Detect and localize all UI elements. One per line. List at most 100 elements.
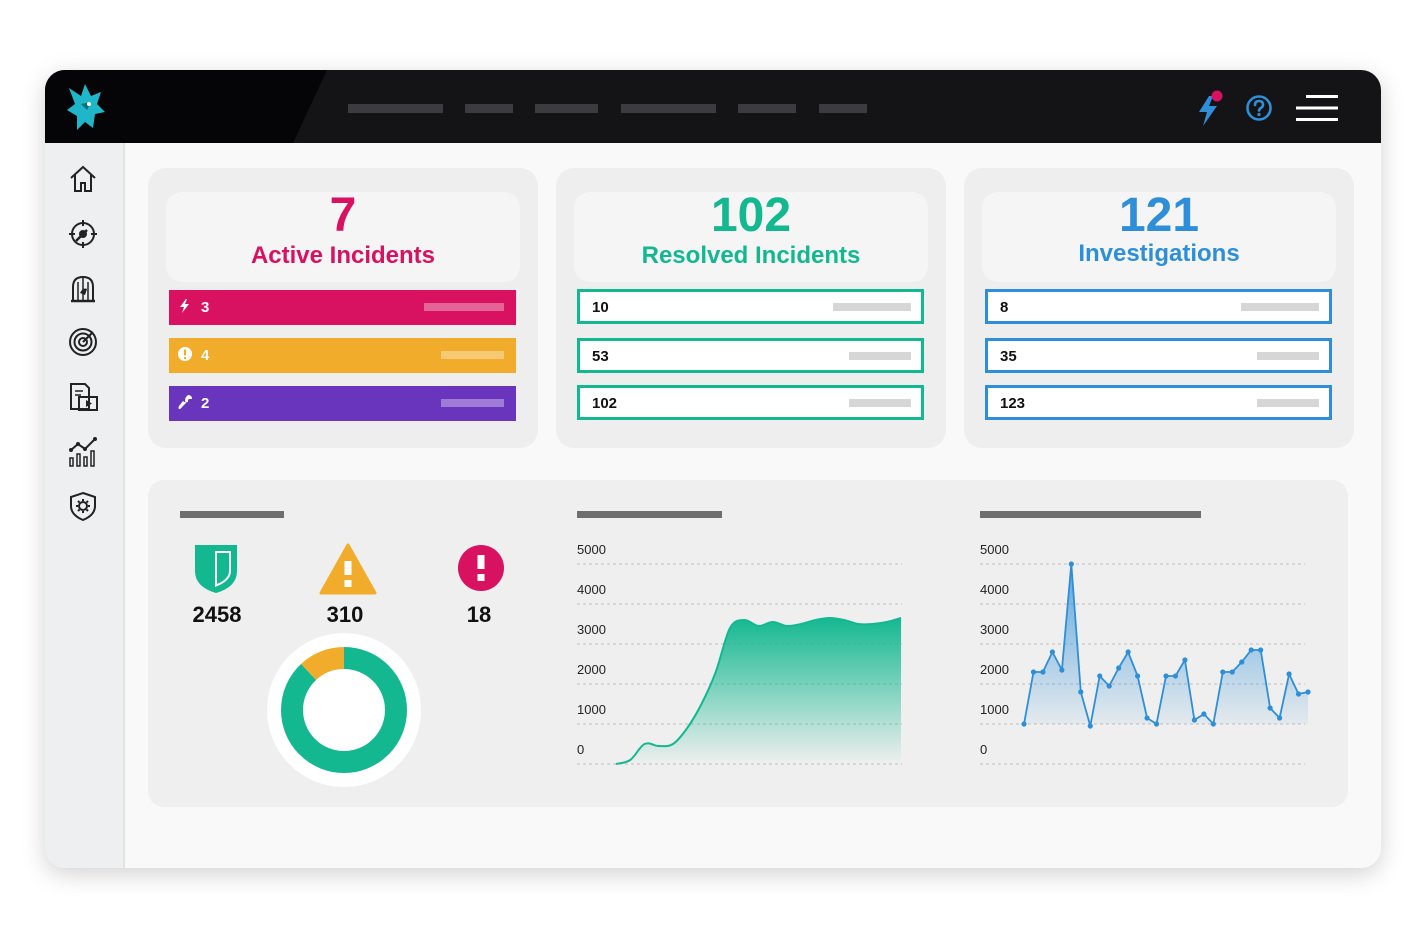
data-point[interactable] bbox=[1144, 715, 1150, 721]
data-point[interactable] bbox=[1153, 721, 1160, 727]
alert-icon bbox=[178, 347, 192, 361]
data-point[interactable] bbox=[1286, 671, 1292, 677]
resolved-incidents-label: Resolved Incidents bbox=[641, 242, 861, 269]
y-tick-label: 0 bbox=[980, 742, 987, 757]
data-point[interactable] bbox=[1097, 673, 1103, 679]
data-point[interactable] bbox=[1191, 717, 1197, 723]
data-point[interactable] bbox=[1116, 665, 1122, 671]
donut-slice[interactable] bbox=[281, 647, 407, 773]
data-point[interactable] bbox=[1135, 673, 1141, 679]
menu-icon[interactable] bbox=[1296, 94, 1338, 122]
incident-row-warning[interactable]: 4 bbox=[169, 338, 516, 373]
top-navigation-bar bbox=[45, 70, 1381, 143]
active-incidents-label: Active Incidents bbox=[250, 242, 436, 269]
help-icon[interactable] bbox=[1245, 94, 1273, 122]
incident-row-critical[interactable]: 3 bbox=[169, 290, 516, 325]
section-heading-placeholder bbox=[980, 511, 1201, 518]
placeholder-bar bbox=[833, 303, 911, 311]
data-point[interactable] bbox=[1059, 667, 1065, 673]
placeholder-bar bbox=[424, 303, 504, 311]
investigation-row[interactable]: 35 bbox=[985, 338, 1332, 373]
placeholder-bar bbox=[1257, 399, 1319, 407]
data-point[interactable] bbox=[1049, 649, 1055, 655]
card-header-bg bbox=[574, 192, 928, 282]
y-tick-label: 5000 bbox=[980, 542, 1009, 557]
donut-chart bbox=[267, 633, 421, 787]
stat-protected: 2458 bbox=[192, 602, 242, 627]
area-series-line bbox=[615, 616, 902, 765]
placeholder-bar bbox=[849, 352, 911, 360]
y-tick-label: 1000 bbox=[980, 702, 1009, 717]
nav-item-5[interactable] bbox=[738, 104, 796, 113]
radar-icon[interactable] bbox=[67, 326, 99, 358]
target-icon[interactable] bbox=[67, 218, 99, 250]
data-point[interactable] bbox=[1068, 561, 1074, 567]
data-point[interactable] bbox=[1078, 689, 1084, 695]
data-point[interactable] bbox=[1182, 657, 1188, 663]
y-tick-label: 3000 bbox=[980, 622, 1009, 637]
resolved-row[interactable]: 102 bbox=[577, 385, 924, 420]
data-point[interactable] bbox=[1220, 669, 1226, 675]
resolved-row[interactable]: 10 bbox=[577, 289, 924, 324]
data-point[interactable] bbox=[1248, 647, 1254, 653]
y-tick-label: 2000 bbox=[980, 662, 1009, 677]
y-tick-label: 4000 bbox=[577, 582, 606, 597]
data-point[interactable] bbox=[1040, 669, 1046, 675]
nav-item-3[interactable] bbox=[535, 104, 598, 113]
nav-item-4[interactable] bbox=[621, 104, 716, 113]
data-point[interactable] bbox=[1277, 715, 1283, 721]
data-point[interactable] bbox=[1021, 721, 1027, 727]
lightning-notification-icon[interactable] bbox=[1195, 90, 1225, 128]
wolf-head-icon[interactable] bbox=[63, 82, 109, 132]
shield-icon bbox=[195, 545, 237, 593]
data-point[interactable] bbox=[1210, 721, 1216, 727]
data-point[interactable] bbox=[1163, 673, 1169, 679]
resolved-row[interactable]: 53 bbox=[577, 338, 924, 373]
investigation-row[interactable]: 123 bbox=[985, 385, 1332, 420]
nav-item-2[interactable] bbox=[465, 104, 513, 113]
data-point[interactable] bbox=[1172, 673, 1179, 679]
exclamation-circle-icon bbox=[458, 545, 504, 591]
shield-gear-icon[interactable] bbox=[67, 490, 99, 522]
placeholder-bar bbox=[849, 399, 911, 407]
data-point[interactable] bbox=[1295, 691, 1302, 697]
placeholder-bar bbox=[1241, 303, 1319, 311]
birdcage-icon[interactable] bbox=[67, 273, 99, 305]
data-point[interactable] bbox=[1201, 711, 1207, 717]
stat-warnings: 310 bbox=[326, 602, 364, 627]
data-point[interactable] bbox=[1239, 659, 1245, 665]
area-chart: 5000 4000 3000 2000 1000 0 bbox=[577, 542, 902, 765]
card-active-incidents: 7 Active Incidents 3 4 2 bbox=[148, 168, 538, 448]
investigation-row-value: 8 bbox=[1000, 299, 1009, 316]
y-tick-label: 3000 bbox=[577, 622, 606, 637]
data-point[interactable] bbox=[1106, 683, 1112, 689]
placeholder-bar bbox=[441, 351, 504, 359]
section-heading-placeholder bbox=[180, 511, 284, 518]
y-tick-label: 5000 bbox=[577, 542, 606, 557]
investigations-label: Investigations bbox=[1078, 240, 1240, 267]
data-point[interactable] bbox=[1087, 723, 1093, 729]
data-point[interactable] bbox=[1305, 689, 1311, 695]
nav-item-6[interactable] bbox=[819, 104, 867, 113]
data-point[interactable] bbox=[1267, 705, 1273, 711]
bolt-icon bbox=[180, 299, 189, 313]
home-icon[interactable] bbox=[67, 163, 99, 195]
analytics-icon[interactable] bbox=[67, 436, 99, 468]
nav-item-1[interactable] bbox=[348, 104, 443, 113]
video-report-icon[interactable] bbox=[67, 381, 99, 413]
placeholder-bar bbox=[1257, 352, 1319, 360]
active-incidents-count: 7 bbox=[329, 189, 357, 242]
incident-row-value: 2 bbox=[201, 395, 210, 412]
card-resolved-incidents: 102 Resolved Incidents 10 53 102 bbox=[556, 168, 946, 448]
section-heading-placeholder bbox=[577, 511, 722, 518]
y-tick-label: 4000 bbox=[980, 582, 1009, 597]
card-header-bg bbox=[982, 192, 1336, 282]
incident-row-maintenance[interactable]: 2 bbox=[169, 386, 516, 421]
data-point[interactable] bbox=[1030, 669, 1037, 675]
y-tick-label: 2000 bbox=[577, 662, 606, 677]
resolved-row-value: 53 bbox=[592, 348, 609, 365]
data-point[interactable] bbox=[1125, 649, 1131, 655]
data-point[interactable] bbox=[1258, 647, 1264, 653]
investigation-row[interactable]: 8 bbox=[985, 289, 1332, 324]
data-point[interactable] bbox=[1229, 669, 1235, 675]
